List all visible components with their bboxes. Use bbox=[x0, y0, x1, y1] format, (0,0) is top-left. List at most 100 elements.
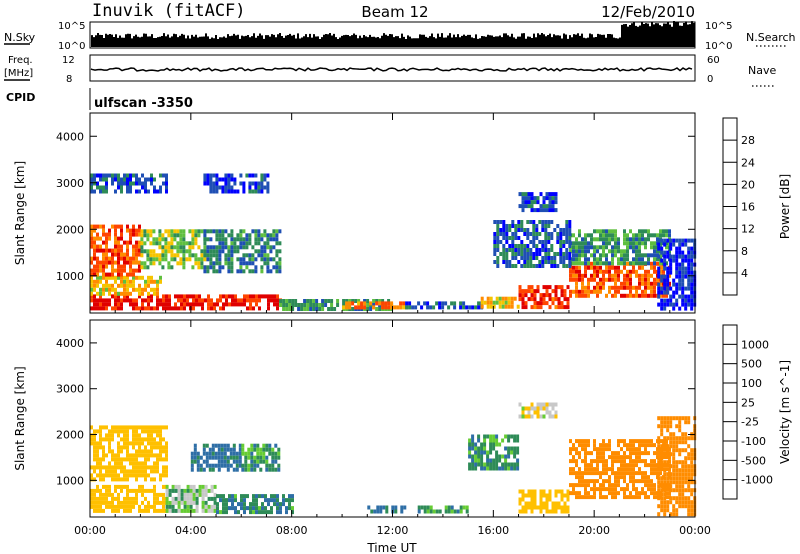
data-cell bbox=[554, 200, 558, 205]
data-cell bbox=[132, 433, 135, 438]
data-cell bbox=[196, 463, 200, 468]
data-cell bbox=[650, 261, 653, 266]
data-cell bbox=[663, 476, 667, 481]
data-cell bbox=[294, 303, 298, 307]
data-cell bbox=[626, 443, 629, 448]
data-cell bbox=[510, 450, 514, 455]
data-cell bbox=[486, 462, 490, 467]
data-cell bbox=[572, 269, 575, 274]
data-cell bbox=[653, 495, 656, 500]
data-cell bbox=[158, 257, 162, 262]
data-cell bbox=[666, 298, 670, 303]
data-cell bbox=[369, 301, 373, 306]
data-cell bbox=[208, 463, 212, 468]
data-cell bbox=[126, 500, 129, 505]
data-cell bbox=[117, 496, 120, 501]
data-cell bbox=[662, 229, 665, 234]
data-cell bbox=[635, 245, 638, 250]
data-cell bbox=[156, 433, 159, 438]
data-cell bbox=[590, 241, 593, 246]
data-cell bbox=[681, 302, 685, 307]
data-cell bbox=[441, 301, 445, 306]
data-cell bbox=[565, 248, 569, 252]
data-cell bbox=[493, 252, 497, 256]
data-cell bbox=[138, 189, 141, 194]
data-cell bbox=[626, 277, 629, 282]
data-cell bbox=[260, 245, 264, 250]
data-cell bbox=[548, 402, 552, 407]
data-cell bbox=[254, 241, 258, 246]
data-cell bbox=[660, 464, 664, 469]
data-cell bbox=[599, 455, 602, 460]
data-cell bbox=[90, 298, 93, 303]
data-cell bbox=[216, 510, 219, 515]
data-cell bbox=[477, 305, 481, 310]
data-cell bbox=[530, 406, 534, 411]
data-cell bbox=[212, 245, 216, 250]
data-cell bbox=[224, 229, 228, 234]
data-cell bbox=[126, 181, 129, 186]
data-cell bbox=[672, 456, 676, 461]
data-cell bbox=[266, 257, 270, 262]
data-cell bbox=[138, 445, 141, 450]
data-cell bbox=[263, 261, 267, 266]
data-cell bbox=[492, 438, 496, 443]
data-cell bbox=[105, 433, 108, 438]
data-cell bbox=[663, 274, 667, 279]
data-cell bbox=[663, 282, 667, 287]
data-cell bbox=[144, 508, 147, 513]
data-cell bbox=[218, 245, 222, 250]
data-cell bbox=[660, 424, 664, 429]
data-cell bbox=[210, 302, 213, 307]
data-cell bbox=[205, 443, 209, 448]
data-cell bbox=[569, 249, 572, 254]
data-cell bbox=[559, 240, 563, 244]
data-cell bbox=[195, 508, 199, 513]
data-cell bbox=[572, 273, 575, 278]
data-cell bbox=[93, 469, 96, 474]
data-cell bbox=[611, 265, 614, 270]
data-cell bbox=[197, 257, 201, 262]
data-cell bbox=[498, 442, 502, 447]
data-cell bbox=[596, 463, 599, 468]
data-cell bbox=[180, 500, 184, 505]
y-tick-label: 1000 bbox=[56, 474, 84, 487]
data-cell bbox=[132, 461, 135, 466]
data-cell bbox=[668, 467, 671, 472]
data-cell bbox=[483, 466, 487, 471]
data-cell bbox=[539, 406, 543, 411]
data-cell bbox=[678, 480, 682, 485]
data-cell bbox=[391, 505, 395, 510]
data-cell bbox=[276, 298, 279, 303]
data-cell bbox=[114, 189, 117, 194]
data-cell bbox=[666, 508, 670, 513]
data-cell bbox=[498, 454, 502, 459]
data-cell bbox=[285, 299, 289, 303]
data-cell bbox=[93, 181, 96, 186]
data-cell bbox=[238, 447, 242, 452]
data-cell bbox=[530, 200, 534, 205]
data-cell bbox=[532, 264, 536, 268]
data-cell bbox=[483, 442, 487, 447]
data-cell bbox=[684, 242, 688, 247]
data-cell bbox=[545, 493, 549, 498]
data-cell bbox=[99, 500, 102, 505]
data-cell bbox=[248, 173, 252, 178]
data-cell bbox=[611, 471, 614, 476]
data-cell bbox=[684, 270, 688, 275]
data-cell bbox=[150, 429, 153, 434]
data-cell bbox=[554, 297, 558, 302]
data-cell bbox=[511, 224, 515, 228]
data-cell bbox=[102, 228, 105, 233]
data-cell bbox=[513, 296, 517, 301]
data-cell bbox=[126, 492, 129, 497]
data-cell bbox=[530, 505, 534, 510]
data-cell bbox=[608, 455, 611, 460]
data-cell bbox=[620, 261, 623, 266]
data-cell bbox=[541, 256, 545, 260]
data-cell bbox=[156, 294, 159, 299]
data-cell bbox=[672, 448, 676, 453]
data-cell bbox=[117, 302, 120, 307]
data-cell bbox=[614, 229, 617, 234]
data-cell bbox=[687, 238, 691, 243]
